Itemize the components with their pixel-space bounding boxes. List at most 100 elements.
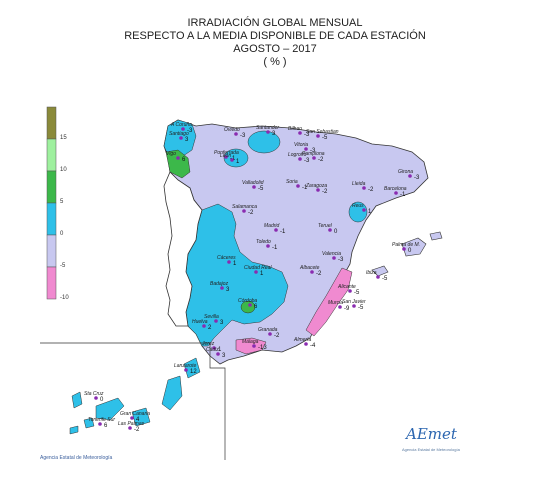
portugal-shape [163,171,203,327]
station-name: San Sebastian [306,129,339,135]
station-name: Tenerife Sur [88,417,115,423]
station-name: Oviedo [224,127,240,133]
station-value: -5 [382,276,388,282]
station-dot [202,324,206,328]
station-name: Murcia [328,300,343,306]
station-dot [220,286,224,290]
station-name: Logroño [288,152,307,158]
station-name: Toledo [256,239,271,245]
station-name: Vigo [166,151,176,157]
station-name: León [220,153,231,159]
station-marker: Murcia-9 [328,300,350,312]
legend-label: -5 [60,263,66,269]
station-dot [312,156,316,160]
station-marker: Vigo 6 [166,151,186,163]
station-name: Badajoz [210,281,229,287]
station-marker: Bilbao-3 [288,126,310,138]
zone-green-cordoba [240,300,256,314]
island-la-palma [71,391,83,409]
island-fuerteventura [161,375,183,411]
station-dot [212,346,216,350]
legend-swatch-3 [46,202,57,236]
legend-label: 15 [60,135,67,141]
station-name: Barcelona [384,186,407,192]
station-dot [298,157,302,161]
station-marker: Valladolid-5 [242,180,264,192]
station-dot [352,304,356,308]
station-value: 1 [236,159,240,165]
station-value: -5 [354,290,360,296]
legend-swatch-5 [46,266,57,300]
station-value: -5 [358,305,364,311]
station-dot [408,174,412,178]
station-name: Sevilla [204,314,219,320]
station-value: 12 [190,369,197,375]
station-value: 3 [226,287,230,293]
stations-layer: A Coruña-3Santiago3Vigo6Oviedo-3Santande… [84,122,420,433]
station-dot [181,127,185,131]
station-value: 6 [104,423,108,429]
station-name: Cádiz [206,347,219,353]
station-dot [176,156,180,160]
station-name: Soria [286,179,298,185]
legend-swatch-4 [46,234,57,268]
station-name: Girona [398,169,413,175]
station-value: -1 [302,185,308,191]
legend-swatch-2 [46,170,57,204]
station-dot [298,131,302,135]
station-dot [224,155,228,159]
station-dot [184,368,188,372]
station-value: -3 [338,257,344,263]
station-marker: Madrid-1 [264,223,286,235]
station-marker: Lleida-2 [352,181,374,193]
station-dot [252,185,256,189]
station-value: -5 [322,135,328,141]
station-marker: A Coruña-3 [170,122,193,134]
legend-label: -10 [60,295,69,301]
station-name: Málaga [242,339,259,345]
station-name: Ibiza [366,270,377,276]
station-dot [130,416,134,420]
station-dot [362,208,366,212]
station-marker: San Sebastian-5 [306,129,339,141]
station-value: -2 [274,333,280,339]
station-value: -2 [316,271,322,277]
station-value: -3 [304,158,310,164]
station-name: Palma de M. [392,242,420,248]
station-dot [248,303,252,307]
station-marker: Las Palmas-2 [118,421,145,433]
station-dot [227,260,231,264]
station-dot [316,134,320,138]
station-dot [304,342,308,346]
station-dot [304,147,308,151]
station-value: -1 [280,229,286,235]
station-value: 0 [334,229,338,235]
station-value: -2 [368,187,374,193]
baleares-menorca [429,231,443,241]
station-dot [242,209,246,213]
station-value: -13 [258,345,267,351]
station-name: Pamplona [302,151,325,157]
title-line-4: ( % ) [263,56,287,68]
station-value: -5 [258,186,264,192]
station-dot [310,270,314,274]
station-name: Bilbao [288,126,302,132]
aemet-logo-subtitle: Agencia Estatal de Meteorología [402,447,460,452]
island-el-hierro [69,425,79,435]
station-marker: Zaragoza-2 [305,183,328,195]
station-marker: Albacete-2 [299,265,322,277]
station-name: Córdoba [238,298,257,304]
station-value: 4 [136,417,140,423]
station-marker: Alicante-5 [337,284,360,296]
station-marker: Salamanca-2 [232,204,257,216]
station-marker: Almería-4 [293,337,316,349]
station-marker: Soria -1 [286,179,308,191]
station-dot [348,289,352,293]
station-value: -2 [318,157,324,163]
station-name: Granada [258,327,278,333]
